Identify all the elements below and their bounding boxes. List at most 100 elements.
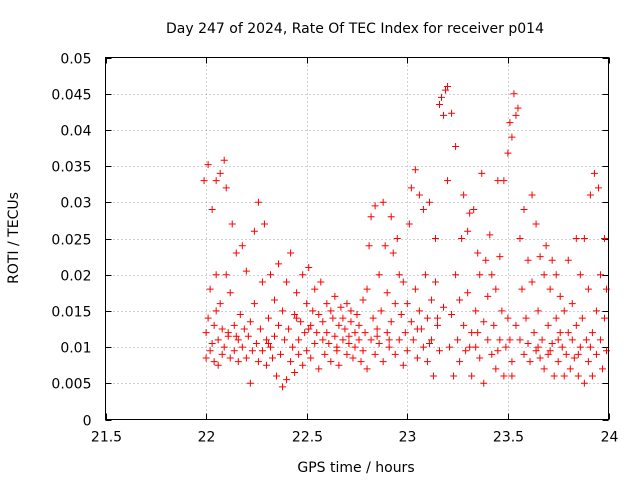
data-point <box>202 354 210 362</box>
data-point <box>464 227 472 235</box>
data-point <box>341 325 349 333</box>
x-axis-label: GPS time / hours <box>297 460 414 476</box>
x-tick-label: 23 <box>399 430 417 446</box>
data-point <box>574 350 582 358</box>
data-point <box>516 235 524 242</box>
x-tick-label: 22.5 <box>292 430 323 446</box>
x-tick-label: 21.5 <box>91 430 122 446</box>
data-point <box>325 339 333 347</box>
data-point <box>295 350 303 358</box>
y-tick-label: 0.05 <box>60 52 91 68</box>
data-point <box>574 372 582 380</box>
data-point <box>522 314 530 322</box>
data-point <box>299 271 307 279</box>
data-point <box>540 365 548 373</box>
data-point <box>600 235 608 242</box>
data-point <box>262 361 270 369</box>
data-point <box>520 350 528 358</box>
data-point <box>254 358 262 366</box>
data-point <box>448 109 456 117</box>
data-point <box>319 336 327 344</box>
data-point <box>214 361 222 369</box>
data-point <box>242 267 250 275</box>
data-point <box>238 343 246 351</box>
data-point <box>387 318 395 326</box>
y-tick-label: 0.03 <box>60 196 91 212</box>
data-point <box>592 307 600 315</box>
data-point <box>345 339 353 347</box>
data-point <box>492 285 500 293</box>
data-point <box>216 300 224 308</box>
data-point <box>377 307 385 315</box>
data-point <box>303 347 311 355</box>
data-point <box>275 260 283 268</box>
data-point <box>506 119 514 127</box>
data-point <box>234 336 242 344</box>
data-point <box>299 361 307 369</box>
data-point <box>248 347 256 355</box>
data-point <box>206 347 214 355</box>
data-point <box>586 343 594 351</box>
data-point <box>287 358 295 366</box>
data-point <box>496 336 504 344</box>
data-point <box>317 278 325 286</box>
data-point <box>498 307 506 315</box>
data-point <box>224 329 232 337</box>
data-point <box>452 271 460 279</box>
data-point <box>387 213 395 221</box>
data-point <box>246 379 254 387</box>
data-point <box>554 358 562 366</box>
data-point <box>319 318 327 326</box>
data-point <box>383 289 391 297</box>
chart-title: Day 247 of 2024, Rate Of TEC Index for r… <box>166 21 544 37</box>
data-point <box>357 358 365 366</box>
data-point <box>415 191 423 199</box>
data-point <box>246 318 254 326</box>
data-point <box>544 321 552 329</box>
data-point <box>423 314 431 322</box>
data-point <box>462 347 470 355</box>
data-point <box>311 339 319 347</box>
data-point <box>399 361 407 369</box>
data-point <box>216 169 224 177</box>
data-point <box>359 296 367 304</box>
data-point <box>363 365 371 373</box>
data-point <box>448 311 456 319</box>
data-point <box>452 143 460 151</box>
data-point <box>337 303 345 311</box>
data-point <box>222 271 230 279</box>
data-point <box>419 343 427 351</box>
data-point <box>450 372 458 380</box>
data-point <box>327 307 335 315</box>
data-point <box>279 383 287 391</box>
data-point <box>379 198 387 206</box>
data-point <box>476 271 484 279</box>
y-tick-label: 0.035 <box>51 160 91 176</box>
data-point <box>478 169 486 177</box>
data-point <box>564 329 572 337</box>
data-point <box>415 307 423 315</box>
data-point <box>335 361 343 369</box>
data-point <box>528 191 536 199</box>
data-point <box>283 278 291 286</box>
data-point <box>385 336 393 344</box>
data-point <box>440 111 448 119</box>
data-point <box>218 325 226 333</box>
data-point <box>375 271 383 279</box>
data-point <box>355 321 363 329</box>
data-point <box>442 86 450 94</box>
data-point <box>204 161 212 169</box>
data-point <box>295 336 303 344</box>
data-point <box>301 329 309 337</box>
data-point <box>311 285 319 293</box>
data-point <box>427 336 435 344</box>
data-point <box>456 296 464 304</box>
data-point <box>293 289 301 297</box>
data-point <box>258 278 266 286</box>
grid-lines <box>105 57 609 420</box>
data-point <box>335 321 343 329</box>
data-point <box>592 350 600 358</box>
data-point <box>431 278 439 286</box>
data-point <box>590 169 598 177</box>
data-point <box>214 336 222 344</box>
